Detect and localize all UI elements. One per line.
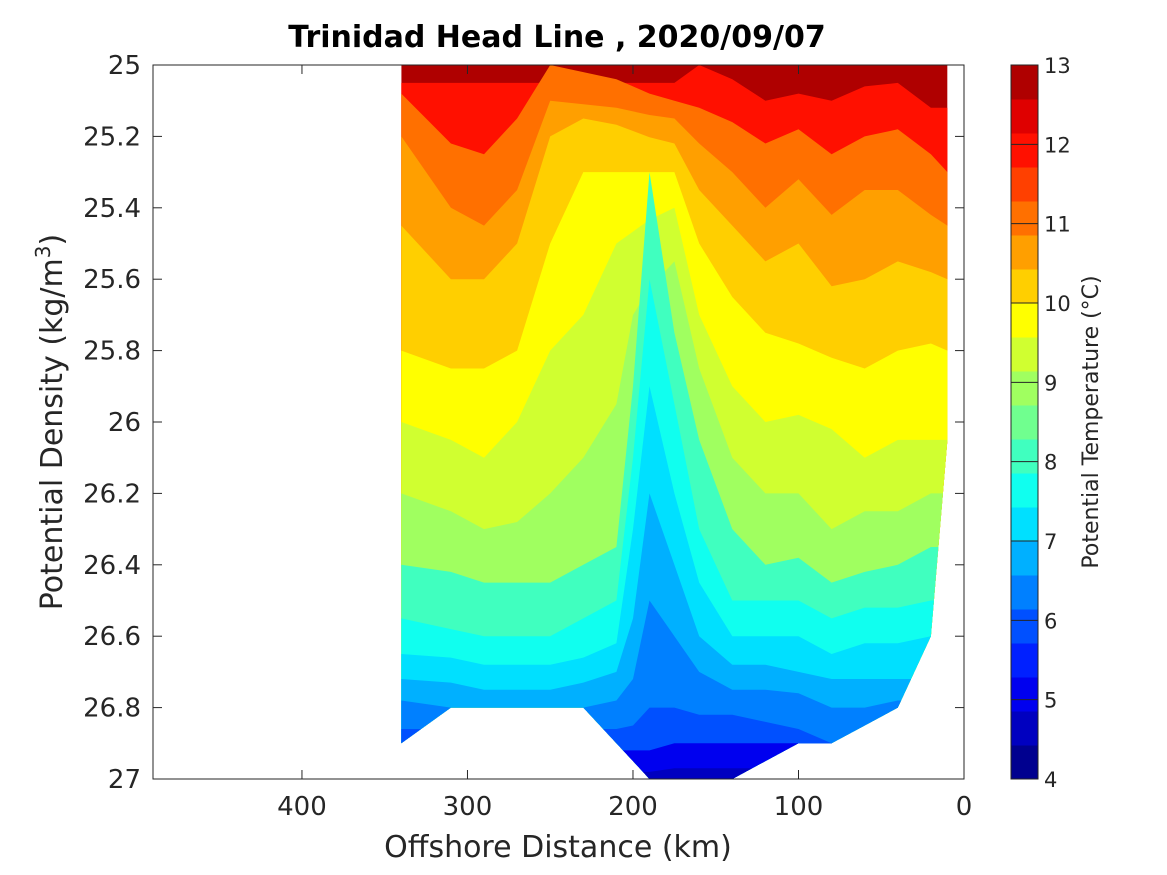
y-tick-label: 26.2 bbox=[83, 479, 141, 509]
colorbar-bin bbox=[1011, 65, 1038, 100]
colorbar-bin bbox=[1011, 405, 1038, 440]
colorbar-bin bbox=[1011, 677, 1038, 712]
colorbar-bin bbox=[1011, 201, 1038, 236]
colorbar-bin bbox=[1011, 133, 1038, 168]
y-tick-label: 25.2 bbox=[83, 122, 141, 152]
colorbar-bin bbox=[1011, 337, 1038, 372]
x-tick-label: 400 bbox=[277, 792, 327, 822]
y-tick-label: 26.4 bbox=[83, 551, 141, 581]
colorbar-ticks: 4 5 6 7 8 9 10 11 12 13 bbox=[1011, 54, 1071, 792]
colorbar-bin bbox=[1011, 711, 1038, 746]
colorbar-bin bbox=[1011, 745, 1038, 780]
y-axis-label-main: Potential Density (kg/m bbox=[35, 258, 70, 610]
colorbar-tick-label: 5 bbox=[1044, 689, 1057, 713]
colorbar-bin bbox=[1011, 371, 1038, 406]
colorbar-bin bbox=[1011, 609, 1038, 644]
y-tick-label: 25.4 bbox=[83, 194, 141, 224]
y-tick-label: 26 bbox=[108, 408, 141, 438]
colorbar-tick-label: 8 bbox=[1044, 451, 1057, 475]
y-tick-label: 25.8 bbox=[83, 337, 141, 367]
colorbar-bin bbox=[1011, 303, 1038, 338]
colorbar bbox=[1010, 64, 1039, 780]
colorbar-tick-label: 6 bbox=[1044, 609, 1057, 633]
colorbar-tick-label: 13 bbox=[1044, 54, 1071, 78]
colorbar-bin bbox=[1011, 167, 1038, 202]
contour-field bbox=[401, 65, 948, 779]
colorbar-label: Potential Temperature (°C) bbox=[1079, 275, 1104, 568]
x-tick-label: 200 bbox=[608, 792, 658, 822]
y-axis-label-tail: ) bbox=[35, 234, 70, 246]
colorbar-bin bbox=[1011, 507, 1038, 542]
y-tick-label: 25.6 bbox=[83, 265, 141, 295]
colorbar-tick-label: 11 bbox=[1044, 213, 1071, 237]
colorbar-tick-label: 4 bbox=[1044, 768, 1057, 792]
colorbar-bin bbox=[1011, 473, 1038, 508]
colorbar-tick-label: 10 bbox=[1044, 292, 1071, 316]
section-field bbox=[401, 65, 948, 779]
y-axis-label-superscript: 3 bbox=[31, 245, 55, 258]
colorbar-bin bbox=[1011, 439, 1038, 474]
colorbar-bin bbox=[1011, 643, 1038, 678]
colorbar-bin bbox=[1011, 541, 1038, 576]
x-axis: 400 300 200 100 0 bbox=[277, 65, 972, 822]
y-tick-label: 26.8 bbox=[83, 694, 141, 724]
colorbar-bin bbox=[1011, 269, 1038, 304]
colorbar-bin bbox=[1011, 235, 1038, 270]
y-tick-label: 27 bbox=[108, 765, 141, 795]
y-tick-label: 26.6 bbox=[83, 622, 141, 652]
x-axis-label: Offshore Distance (km) bbox=[384, 830, 732, 865]
chart-title: Trinidad Head Line , 2020/09/07 bbox=[288, 20, 825, 55]
colorbar-tick-label: 7 bbox=[1044, 530, 1057, 554]
y-axis: 25 25.2 25.4 25.6 25.8 26 26.2 26.4 26.6 26.8 27 bbox=[83, 51, 964, 795]
y-axis-label: Potential Density (kg/m3) bbox=[31, 234, 70, 610]
colorbar-bin bbox=[1011, 575, 1038, 610]
x-tick-label: 300 bbox=[443, 792, 493, 822]
x-tick-label: 100 bbox=[774, 792, 824, 822]
colorbar-tick-label: 9 bbox=[1044, 371, 1057, 395]
colorbar-bin bbox=[1011, 99, 1038, 134]
x-tick-label: 0 bbox=[956, 792, 973, 822]
colorbar-tick-label: 12 bbox=[1044, 133, 1071, 157]
y-tick-label: 25 bbox=[108, 51, 141, 81]
